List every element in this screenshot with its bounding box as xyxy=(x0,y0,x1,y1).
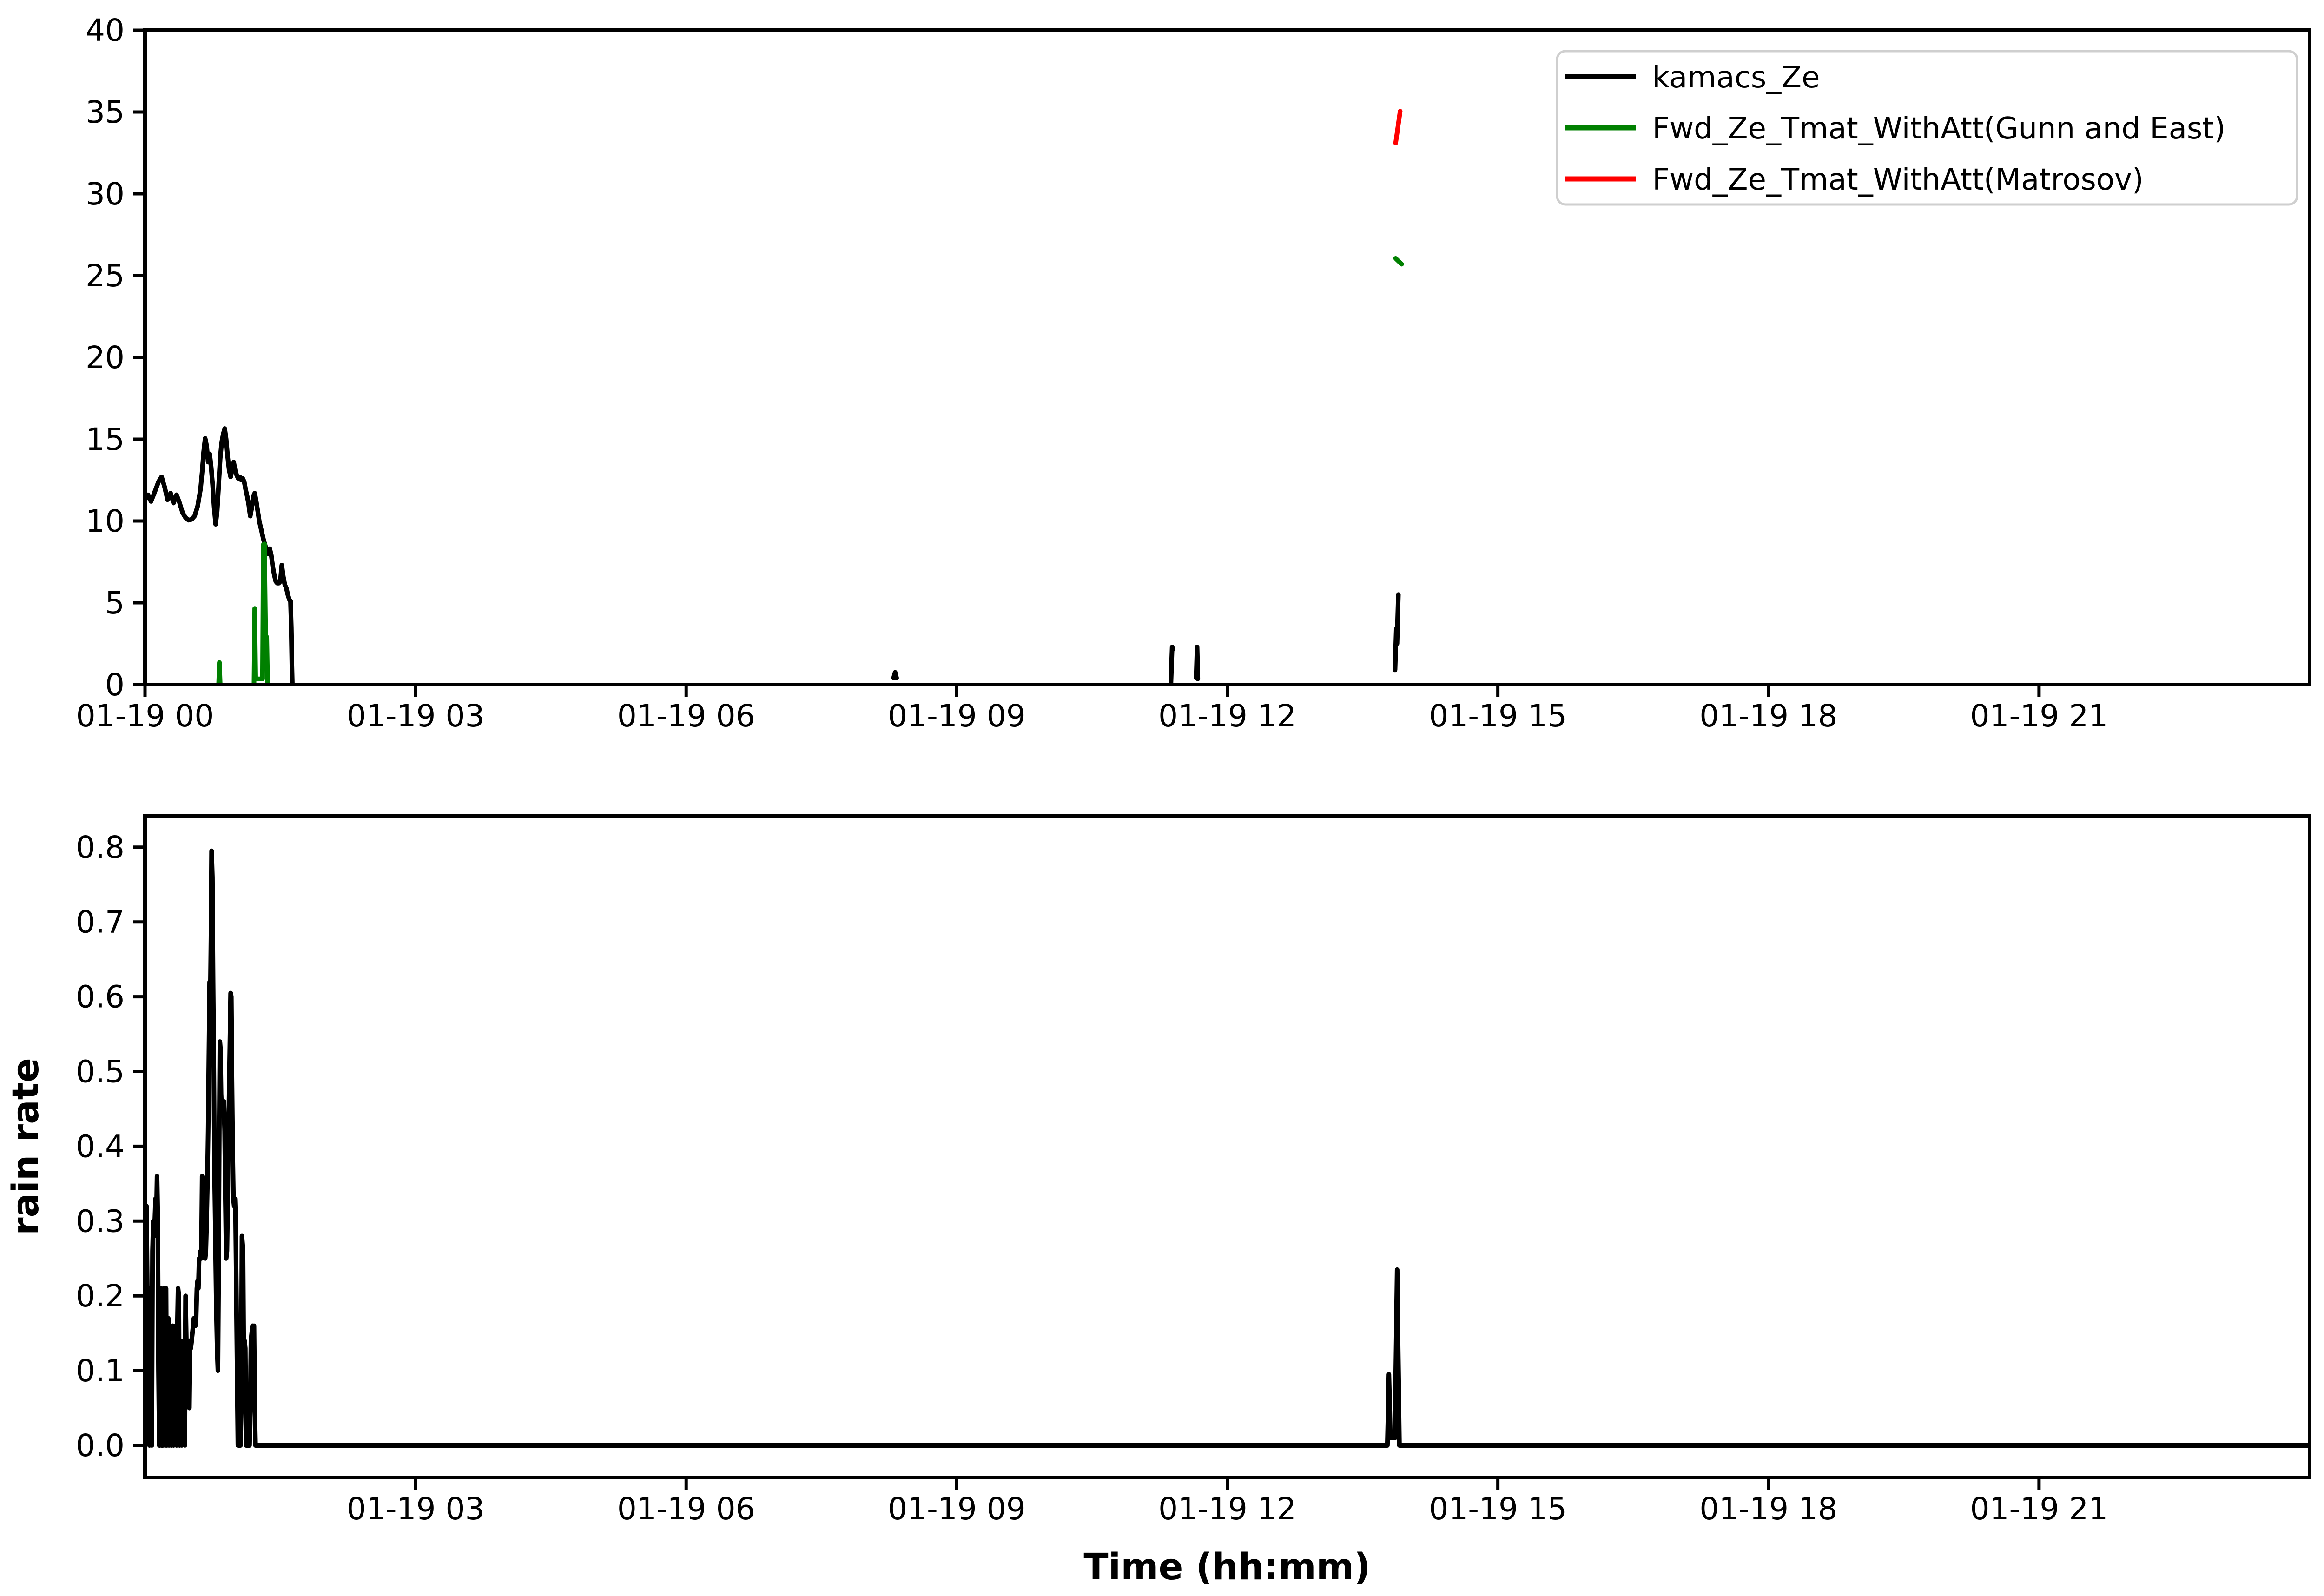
x-tick-label: 01-19 06 xyxy=(617,698,755,734)
top-plot-series-group xyxy=(143,109,1404,686)
x-tick-label: 01-19 09 xyxy=(888,1491,1026,1527)
y-tick-label: 20 xyxy=(86,340,125,376)
bottom-plot-background xyxy=(145,816,2310,1477)
x-tick-label: 01-19 09 xyxy=(888,698,1026,734)
bottom-plot-series-group xyxy=(143,848,2311,1448)
legend-item-label: kamacs_Ze xyxy=(1652,60,1820,95)
y-tick-label: 0.2 xyxy=(76,1278,125,1314)
legend-box xyxy=(1556,50,2298,206)
series-line xyxy=(1393,109,1403,145)
y-tick-label: 5 xyxy=(105,585,125,621)
x-tick-label: 01-19 03 xyxy=(347,698,485,734)
y-tick-label: 25 xyxy=(86,258,125,294)
y-tick-label: 10 xyxy=(86,503,125,539)
x-tick-label: 01-19 12 xyxy=(1158,698,1296,734)
series-line xyxy=(216,660,223,686)
y-tick-label: 0.1 xyxy=(76,1353,125,1389)
y-tick-label: 35 xyxy=(86,94,125,130)
y-tick-label: 0.0 xyxy=(76,1428,125,1464)
series-line xyxy=(1393,256,1404,267)
series-line xyxy=(891,670,899,680)
series-line xyxy=(1194,645,1201,681)
series-line xyxy=(1393,592,1401,673)
y-axis-label-rain-rate: rain rate xyxy=(5,1058,47,1235)
legend-item-label: Fwd_Ze_Tmat_WithAtt(Gunn and East) xyxy=(1652,112,2225,146)
y-tick-label: 0.3 xyxy=(76,1203,125,1239)
series-line xyxy=(1169,645,1175,686)
y-tick-label: 15 xyxy=(86,422,125,457)
bottom-plot-spines xyxy=(143,814,2311,1479)
top-plot-ticks-group: 01-19 00 01-19 03 01-19 06 01-19 09 01-19 12… xyxy=(76,13,2108,734)
legend: kamacs_Ze Fwd_Ze_Tmat_WithAtt(Gunn and Ea… xyxy=(1556,50,2298,206)
series-line xyxy=(251,541,270,686)
series-line xyxy=(143,848,2311,1448)
x-axis-label-time: Time (hh:mm) xyxy=(1083,1546,1370,1588)
legend-item-label: Fwd_Ze_Tmat_WithAtt(Matrosov) xyxy=(1652,163,2144,197)
y-tick-label: 0.8 xyxy=(76,830,125,865)
x-tick-label: 01-19 18 xyxy=(1699,698,1837,734)
x-tick-label: 01-19 03 xyxy=(347,1491,485,1527)
y-tick-label: 0.4 xyxy=(76,1128,125,1164)
top-plot-spines xyxy=(143,28,2311,686)
y-tick-label: 0.7 xyxy=(76,904,125,940)
y-tick-label: 30 xyxy=(86,176,125,212)
bottom-plot-axes: 01-19 03 01-19 06 01-19 09 01-19 12 01-19 15… xyxy=(76,814,2311,1527)
series-line xyxy=(143,426,295,686)
y-tick-label: 0 xyxy=(105,667,125,703)
y-tick-label: 0.6 xyxy=(76,979,125,1015)
x-tick-label: 01-19 12 xyxy=(1158,1491,1296,1527)
x-tick-label: 01-19 06 xyxy=(617,1491,755,1527)
y-tick-label: 40 xyxy=(86,13,125,48)
x-tick-label: 01-19 15 xyxy=(1429,1491,1567,1527)
x-tick-label: 01-19 18 xyxy=(1699,1491,1837,1527)
x-tick-label: 01-19 15 xyxy=(1429,698,1567,734)
x-tick-label: 01-19 21 xyxy=(1970,1491,2108,1527)
bottom-plot-ticks-group: 01-19 03 01-19 06 01-19 09 01-19 12 01-19 15… xyxy=(76,830,2108,1527)
x-tick-label: 01-19 21 xyxy=(1970,698,2108,734)
y-tick-label: 0.5 xyxy=(76,1054,125,1090)
x-tick-label: 01-19 00 xyxy=(76,698,214,734)
